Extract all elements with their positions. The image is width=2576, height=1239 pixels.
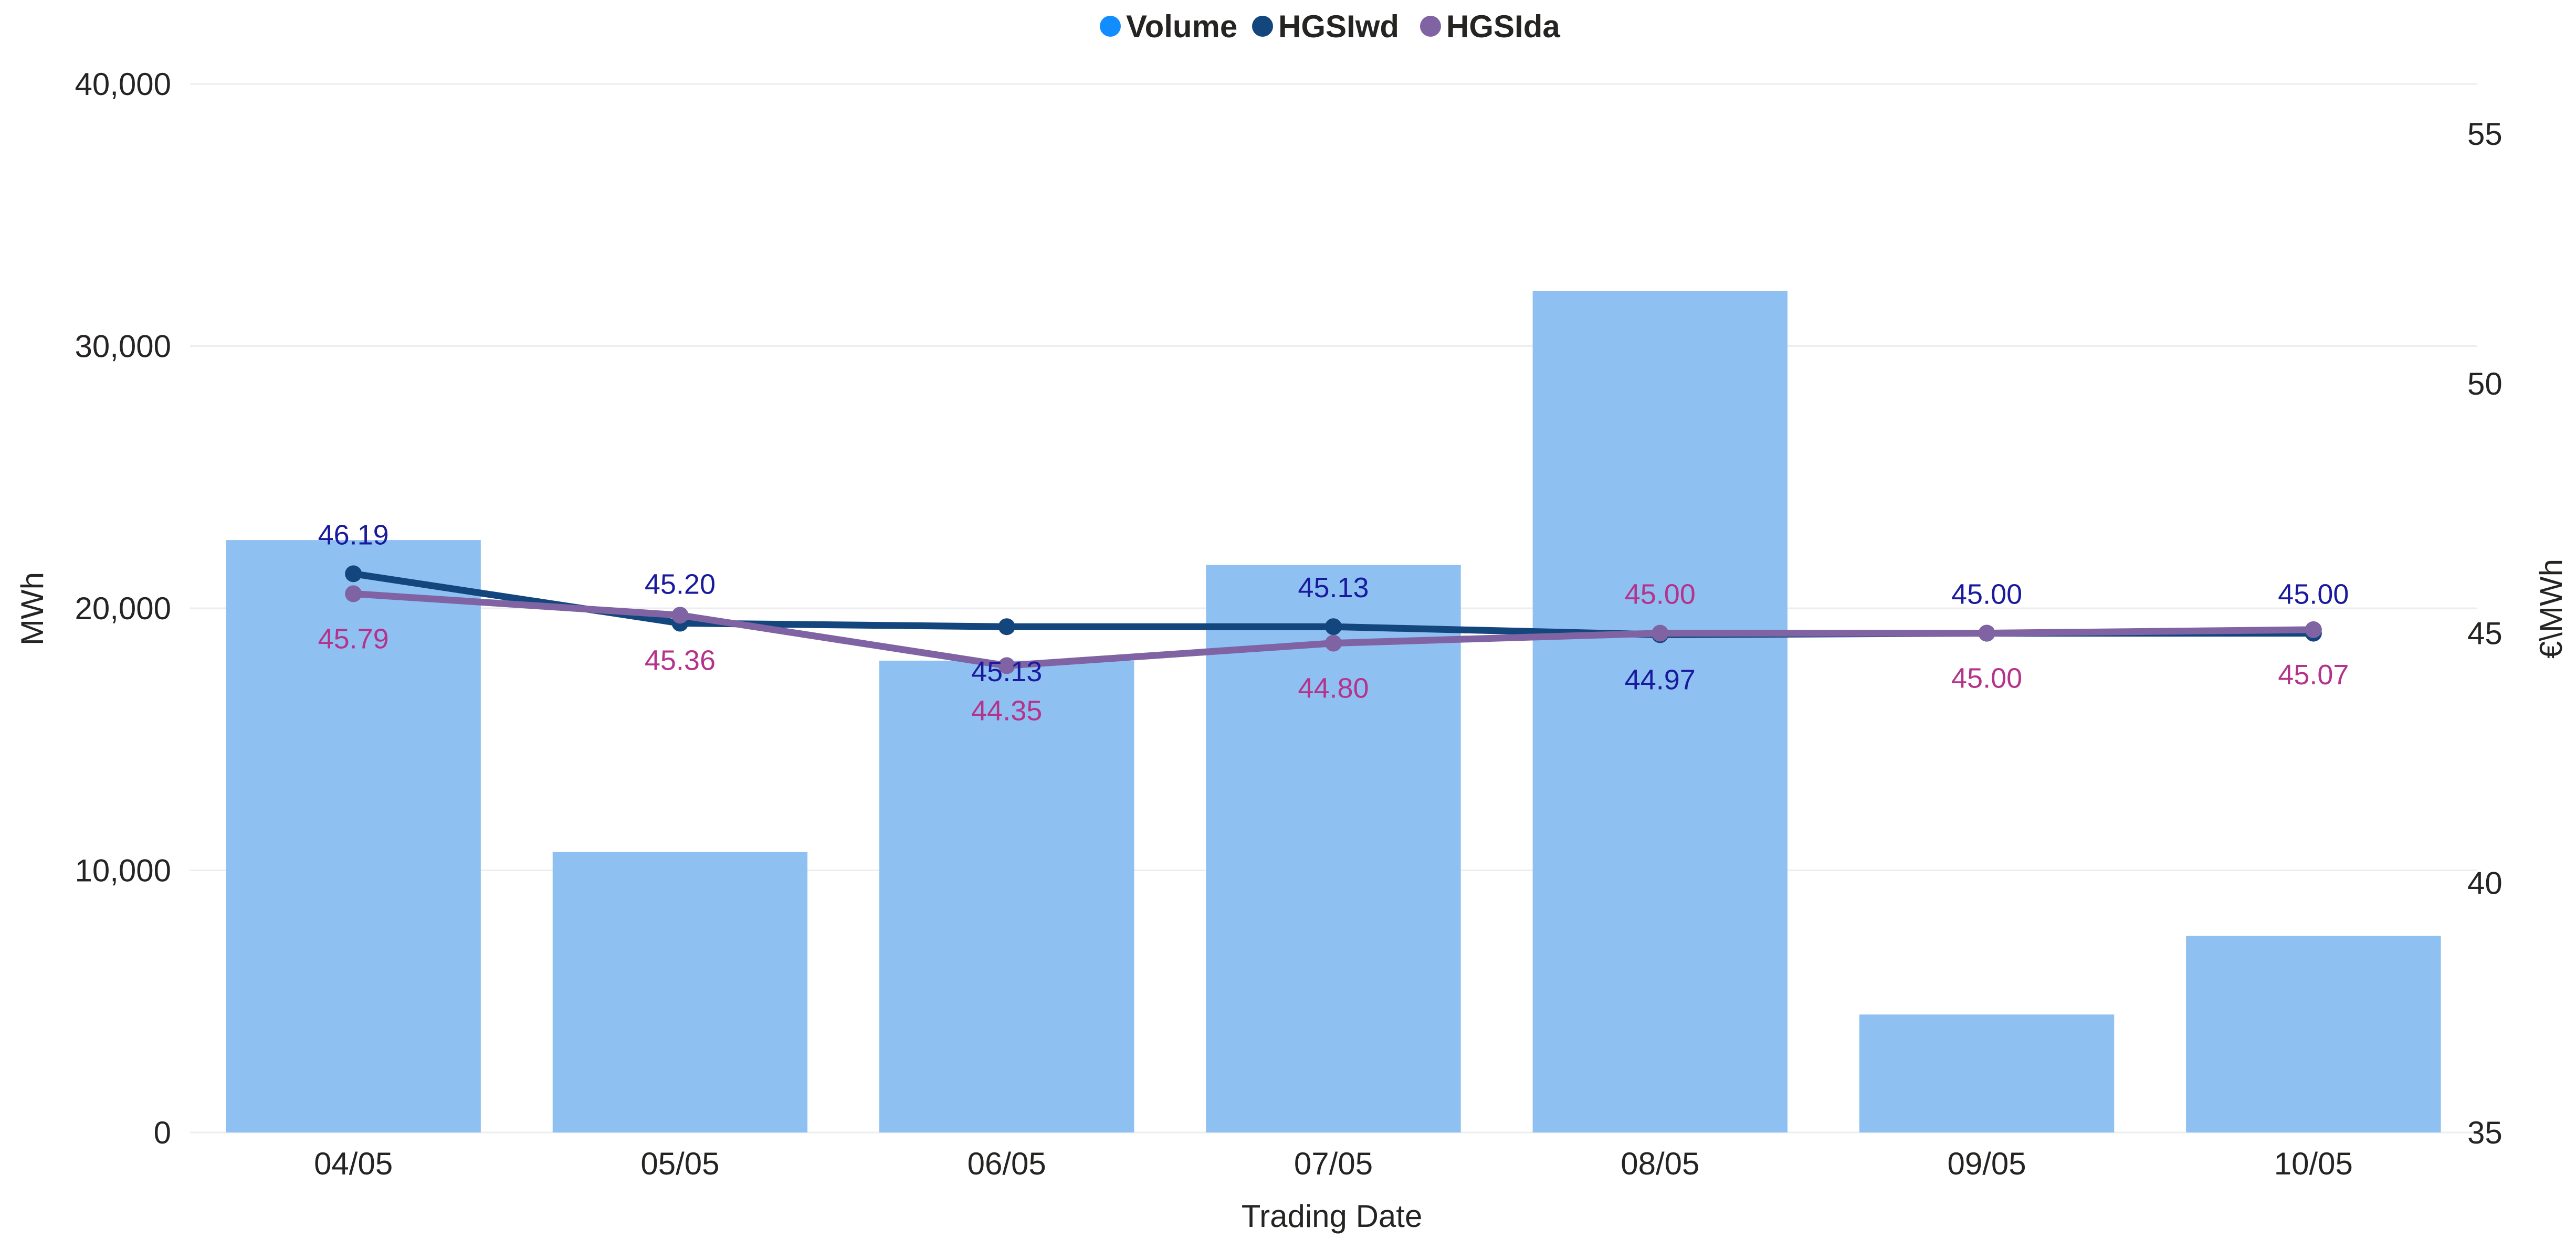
- right-tick-label: 45: [2467, 616, 2503, 651]
- legend-label: HGSIwd: [1278, 9, 1399, 44]
- data-label-hgsiwd: 44.97: [1625, 664, 1696, 695]
- x-tick-label: 08/05: [1621, 1146, 1699, 1181]
- price-lines: [345, 565, 2322, 674]
- data-label-hgsida: 44.35: [971, 695, 1042, 726]
- data-label-hgsiwd: 45.20: [645, 569, 716, 600]
- left-tick-label: 30,000: [75, 329, 171, 364]
- legend-label: Volume: [1126, 9, 1237, 44]
- x-tick-label: 06/05: [968, 1146, 1046, 1181]
- data-label-hgsiwd: 45.00: [2278, 579, 2349, 610]
- volume-bar: [2186, 936, 2441, 1132]
- point-marker-hgsida: [998, 657, 1015, 674]
- right-tick-label: 55: [2467, 117, 2503, 152]
- left-tick-label: 10,000: [75, 853, 171, 888]
- data-label-hgsida: 45.00: [1625, 579, 1696, 610]
- volume-bar: [1859, 1014, 2115, 1132]
- volume-bars: [226, 291, 2441, 1132]
- x-tick-label: 07/05: [1294, 1146, 1373, 1181]
- x-tick-label: 05/05: [640, 1146, 719, 1181]
- point-marker-hgsiwd: [998, 618, 1015, 636]
- legend: Volume HGSIwd HGSIda: [1100, 9, 1560, 44]
- volume-bar: [226, 540, 481, 1132]
- data-label-hgsida: 45.79: [318, 623, 389, 654]
- left-axis-title: MWh: [15, 572, 50, 645]
- axes: 0 10,000 20,000 30,000 40,000 35 40 45 50 55 04/…: [15, 67, 2569, 1234]
- x-tick-label: 10/05: [2274, 1146, 2353, 1181]
- point-marker-hgsida: [2305, 621, 2322, 638]
- data-label-hgsiwd: 45.00: [1951, 579, 2022, 610]
- legend-marker: [1252, 16, 1273, 37]
- volume-bar: [552, 852, 808, 1132]
- data-label-hgsida: 44.80: [1298, 673, 1369, 704]
- legend-marker: [1100, 16, 1121, 37]
- data-label-hgsiwd: 46.19: [318, 519, 389, 550]
- point-marker-hgsida: [1652, 624, 1669, 642]
- point-marker-hgsida: [1325, 634, 1342, 652]
- point-marker-hgsiwd: [1325, 618, 1342, 636]
- legend-marker: [1420, 16, 1441, 37]
- right-tick-label: 50: [2467, 366, 2503, 401]
- right-tick-label: 40: [2467, 865, 2503, 901]
- volume-bar: [1206, 565, 1461, 1132]
- x-tick-label: 09/05: [1947, 1146, 2026, 1181]
- point-marker-hgsida: [671, 607, 689, 624]
- volume-bar: [1532, 291, 1788, 1132]
- right-axis-ticks: 35 40 45 50 55: [2467, 117, 2503, 1150]
- data-label-hgsida: 45.36: [645, 644, 716, 676]
- data-label-hgsiwd: 45.13: [971, 656, 1042, 687]
- left-tick-label: 40,000: [75, 67, 171, 102]
- x-tick-label: 04/05: [314, 1146, 393, 1181]
- legend-label: HGSIda: [1446, 9, 1560, 44]
- data-label-hgsiwd: 45.13: [1298, 572, 1369, 603]
- right-axis-title: €\MWh: [2533, 559, 2569, 659]
- left-tick-label: 0: [154, 1115, 171, 1150]
- data-labels: 46.19 45.20 45.13 45.13 44.97 45.00 45.00 45.79…: [318, 519, 2349, 726]
- point-marker-hgsida: [345, 585, 362, 602]
- x-axis-ticks: 04/05 05/05 06/05 07/05 08/05 09/05 10/05: [314, 1146, 2353, 1181]
- x-axis-title: Trading Date: [1242, 1199, 1423, 1234]
- left-axis-ticks: 0 10,000 20,000 30,000 40,000: [75, 67, 171, 1150]
- point-marker-hgsida: [1978, 624, 1995, 642]
- left-tick-label: 20,000: [75, 591, 171, 626]
- data-label-hgsida: 45.07: [2278, 659, 2349, 691]
- volume-bar: [879, 660, 1134, 1132]
- right-tick-label: 35: [2467, 1115, 2503, 1150]
- data-label-hgsida: 45.00: [1951, 663, 2022, 694]
- point-marker-hgsiwd: [345, 565, 362, 583]
